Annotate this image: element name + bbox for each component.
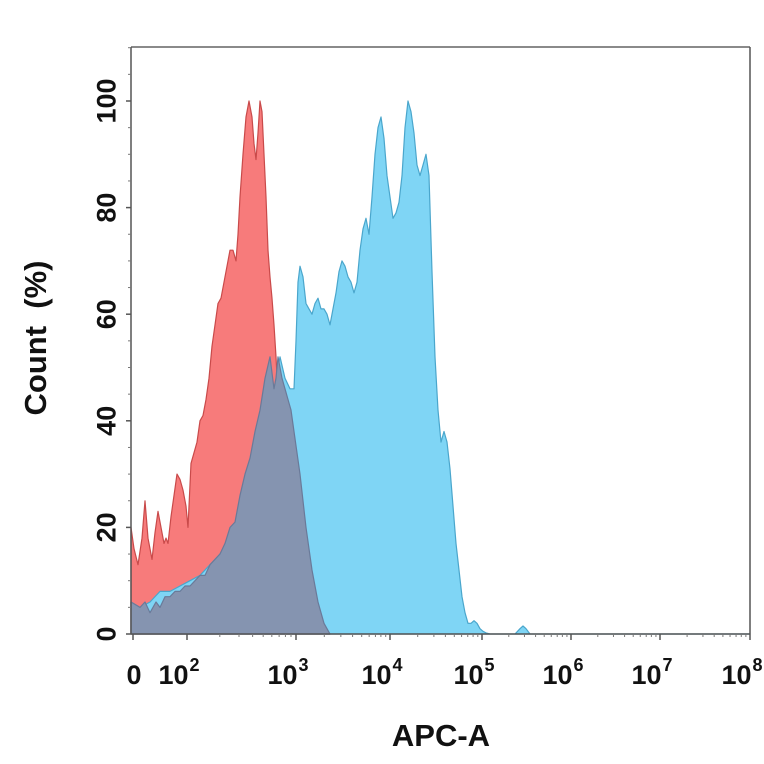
axes: 0 20 40 60 80 100 0 102 103 104 105 106 107 108 — [91, 46, 763, 690]
y-ticks: 0 20 40 60 80 100 — [91, 47, 131, 642]
y-tick-label: 20 — [91, 512, 121, 542]
y-tick-label: 40 — [91, 406, 121, 436]
series-area-2 — [130, 356, 331, 635]
x-tick-label: 108 — [721, 655, 762, 690]
x-tick-label: 102 — [158, 655, 199, 690]
y-tick-label: 80 — [91, 193, 121, 223]
x-tick-label: 105 — [453, 655, 494, 690]
y-tick-label: 60 — [91, 299, 121, 329]
y-tick-label: 0 — [91, 626, 121, 641]
x-tick-label: 106 — [542, 655, 583, 690]
x-axis-title: APC-A — [392, 718, 490, 753]
histogram-series — [130, 100, 751, 635]
y-axis-title: Count (%) — [18, 261, 53, 416]
x-tick-label: 107 — [631, 655, 672, 690]
x-tick-label: 103 — [267, 655, 308, 690]
x-tick-label: 104 — [361, 655, 402, 690]
x-tick-label: 0 — [126, 660, 141, 690]
x-ticks: 0 102 103 104 105 106 107 108 — [126, 634, 763, 690]
y-tick-label: 100 — [91, 78, 121, 123]
